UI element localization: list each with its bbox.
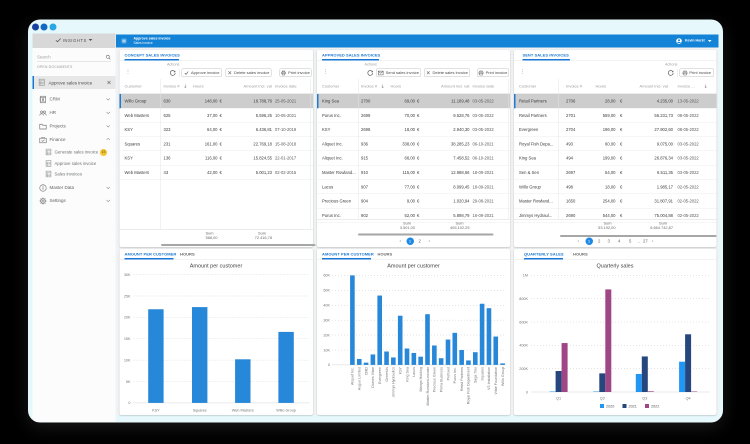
svg-text:Profixed: Profixed — [446, 367, 450, 380]
svg-text:Web Masters: Web Masters — [232, 409, 254, 413]
svg-text:2022: 2022 — [651, 405, 659, 409]
svg-text:60K: 60K — [323, 274, 330, 278]
svg-text:Quarterly sales: Quarterly sales — [597, 264, 634, 270]
svg-text:400K: 400K — [519, 344, 528, 348]
svg-text:15K: 15K — [124, 337, 131, 341]
svg-text:50K: 50K — [323, 289, 330, 293]
svg-text:Willo Group: Willo Group — [276, 409, 296, 413]
svg-text:Amount per customer: Amount per customer — [387, 264, 440, 270]
svg-text:Jimmys Hydraulics: Jimmys Hydraulics — [392, 367, 396, 398]
svg-text:2020: 2020 — [606, 405, 614, 409]
svg-text:200K: 200K — [519, 367, 528, 371]
svg-text:Q1: Q1 — [556, 397, 561, 401]
svg-text:Vitae Foundation: Vitae Foundation — [494, 367, 498, 394]
svg-text:Master Rowland-novato: Master Rowland-novato — [426, 367, 430, 405]
svg-text:V3 Installation: V3 Installation — [487, 367, 491, 390]
svg-text:Q4: Q4 — [686, 397, 691, 401]
svg-text:Domes Vitae: Domes Vitae — [371, 367, 375, 388]
svg-text:Q2: Q2 — [600, 397, 605, 401]
svg-text:King Sea: King Sea — [405, 366, 409, 382]
svg-text:KSY: KSY — [398, 366, 402, 374]
svg-text:5K: 5K — [126, 380, 131, 384]
svg-text:30K: 30K — [323, 318, 330, 322]
svg-text:GreenUs: GreenUs — [385, 367, 389, 382]
svg-text:10K: 10K — [124, 358, 131, 362]
svg-text:0: 0 — [328, 363, 330, 367]
svg-text:Squares: Squares — [480, 367, 484, 381]
svg-text:Royal Fish Department: Royal Fish Department — [467, 367, 471, 404]
svg-text:40K: 40K — [323, 304, 330, 308]
svg-text:0: 0 — [526, 390, 528, 394]
svg-text:Augue Limited: Augue Limited — [358, 367, 362, 390]
svg-text:Q3: Q3 — [642, 397, 647, 401]
svg-text:25K: 25K — [124, 294, 131, 298]
svg-text:Retail Partners: Retail Partners — [460, 367, 464, 391]
svg-text:KSY: KSY — [152, 409, 160, 413]
svg-text:Amount per customer: Amount per customer — [190, 264, 243, 270]
svg-text:Saga Two: Saga Two — [474, 367, 478, 383]
svg-text:Squares: Squares — [193, 409, 207, 413]
svg-text:Precious Green: Precious Green — [433, 367, 437, 392]
svg-text:Evergreen: Evergreen — [378, 367, 382, 384]
svg-text:20K: 20K — [124, 316, 131, 320]
svg-text:800K: 800K — [519, 297, 528, 301]
svg-text:30K: 30K — [124, 273, 131, 277]
svg-text:10K: 10K — [323, 348, 330, 352]
svg-text:Marrys Holding: Marrys Holding — [419, 367, 423, 391]
svg-text:0: 0 — [128, 401, 130, 405]
svg-text:2021: 2021 — [629, 405, 637, 409]
svg-text:Willo Group: Willo Group — [501, 367, 505, 386]
svg-text:Prima Business: Prima Business — [439, 367, 443, 392]
svg-text:20K: 20K — [323, 333, 330, 337]
svg-text:600K: 600K — [519, 320, 528, 324]
svg-text:Purus Inc.: Purus Inc. — [453, 367, 457, 383]
svg-text:Aliquet Inc.: Aliquet Inc. — [351, 367, 355, 385]
svg-text:CMD: CMD — [364, 367, 368, 376]
svg-text:Lacus: Lacus — [412, 367, 416, 377]
svg-text:1M: 1M — [523, 274, 528, 278]
